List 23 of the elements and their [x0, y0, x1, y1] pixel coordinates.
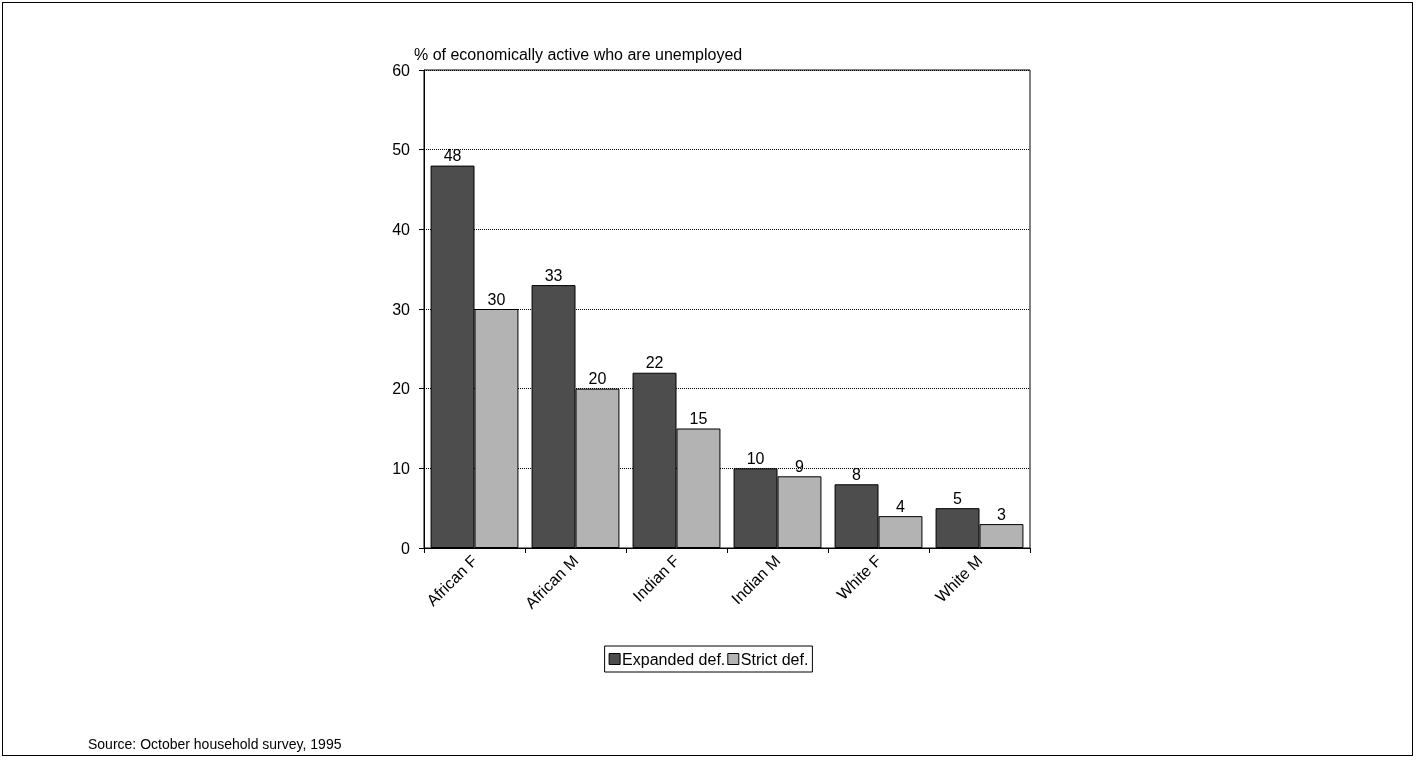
data-label: 10: [746, 449, 765, 467]
data-label: 48: [443, 147, 462, 165]
legend-label: Strict def.: [740, 650, 809, 668]
data-label: 22: [645, 354, 664, 372]
y-axis-title: % of economically active who are unemployed: [414, 45, 743, 63]
y-tick-label: 40: [392, 220, 411, 238]
data-label: 20: [588, 370, 607, 388]
legend-label: Expanded def.: [622, 650, 726, 668]
data-label: 3: [997, 505, 1007, 523]
y-tick-label: 60: [392, 61, 411, 79]
data-label: 15: [689, 410, 708, 427]
y-tick-label: 20: [392, 380, 411, 398]
data-label: 33: [544, 266, 563, 284]
y-tick-label: 0: [401, 539, 411, 557]
y-tick-label: 50: [392, 141, 411, 159]
data-label: 9: [795, 457, 805, 475]
data-label: 30: [487, 290, 506, 308]
data-label: 4: [896, 497, 906, 515]
data-label: 5: [953, 489, 963, 507]
data-label: 8: [852, 465, 862, 483]
source-note: Source: October household survey, 1995: [88, 736, 342, 752]
y-tick-label: 10: [392, 459, 411, 477]
y-tick-label: 30: [392, 300, 411, 318]
